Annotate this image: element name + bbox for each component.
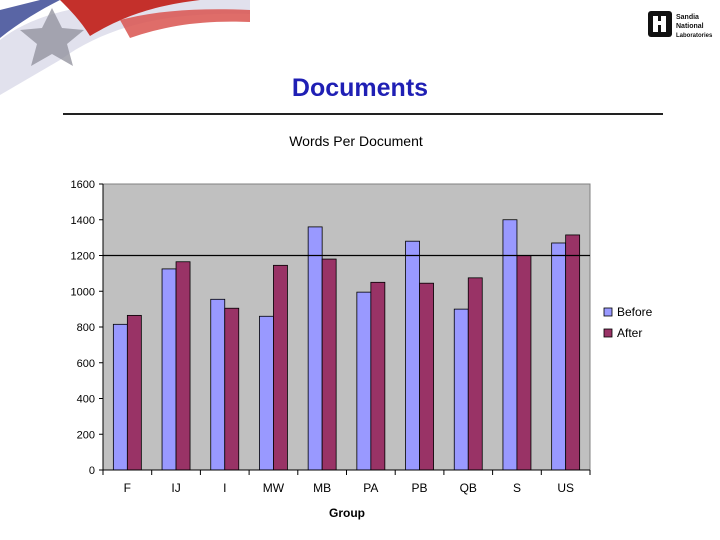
bar-before-pa (356, 291, 372, 471)
y-tick-label: 1400 (71, 215, 95, 227)
y-tick-label: 800 (77, 322, 95, 334)
y-axis: 0 200 400 600 800 1000 1200 1400 1600 (71, 179, 104, 477)
bar-before-mb (307, 226, 323, 471)
slide-title: Documents (291, 74, 429, 102)
svg-text:National: National (676, 23, 704, 30)
y-tick-label: 600 (77, 358, 95, 370)
chart-title: Words Per Document (289, 133, 423, 149)
bar-after-qb (467, 277, 483, 471)
x-axis-label: Group (329, 506, 365, 520)
x-tick-label: MW (263, 481, 285, 495)
svg-text:Sandia: Sandia (676, 14, 699, 21)
words-per-document-chart: Words Per Document 0 200 400 600 800 1000 1200… (71, 133, 653, 520)
bar-after-mw (273, 264, 288, 471)
bar-before-qb (453, 308, 469, 471)
legend-label-before: Before (617, 305, 653, 319)
x-tick-label: MB (313, 481, 331, 495)
legend-swatch-after (603, 328, 613, 338)
bar-after-pa (370, 281, 386, 471)
y-tick-label: 200 (77, 429, 95, 441)
bar-after-ij (175, 261, 191, 471)
legend: Before After (603, 305, 653, 340)
x-tick-label: US (557, 481, 574, 495)
bar-after-f (126, 314, 142, 471)
sandia-logo: Sandia National Laboratories (648, 11, 713, 39)
legend-swatch-before (603, 307, 613, 317)
flag-star-decoration (0, 0, 250, 95)
x-tick-label: I (223, 481, 226, 495)
y-tick-label: 400 (77, 394, 95, 406)
x-tick-label: S (513, 481, 521, 495)
bar-after-i (224, 307, 240, 471)
title-divider (63, 113, 663, 115)
bar-before-s (502, 219, 518, 471)
bar-after-s (516, 255, 532, 471)
bar-before-pb (405, 240, 420, 471)
svg-text:Laboratories: Laboratories (676, 33, 713, 39)
bar-before-ij (161, 268, 177, 471)
bar-after-pb (419, 282, 434, 471)
x-tick-label: F (124, 481, 131, 495)
bar-before-i (210, 298, 226, 471)
x-axis: F IJ I MW MB PA PB QB S US (102, 469, 591, 495)
y-tick-label: 1200 (71, 251, 95, 263)
y-tick-label: 0 (89, 465, 95, 477)
bar-before-f (112, 323, 128, 471)
x-tick-label: PB (412, 481, 428, 495)
bar-after-mb (321, 258, 337, 471)
bar-before-mw (259, 315, 274, 471)
x-tick-label: QB (460, 481, 477, 495)
x-tick-label: IJ (171, 481, 180, 495)
y-tick-label: 1000 (71, 286, 95, 298)
x-tick-label: PA (363, 481, 378, 495)
y-tick-label: 1600 (71, 179, 95, 191)
legend-label-after: After (617, 326, 642, 340)
bars (112, 219, 581, 471)
bar-after-us (565, 234, 581, 471)
bar-before-us (551, 242, 567, 471)
